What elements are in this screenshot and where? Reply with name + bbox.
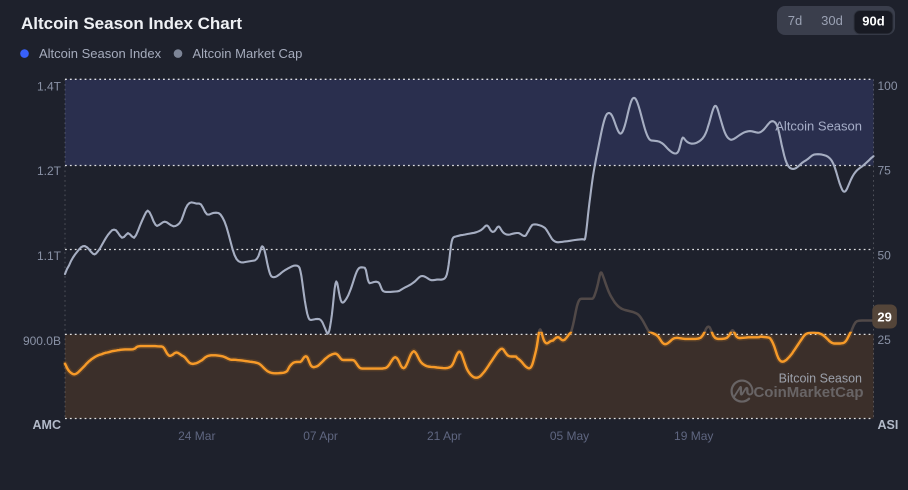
- svg-text:07 Apr: 07 Apr: [303, 429, 338, 443]
- svg-text:05 May: 05 May: [550, 429, 589, 443]
- svg-text:Altcoin Season Index: Altcoin Season Index: [39, 46, 162, 61]
- svg-text:24 Mar: 24 Mar: [178, 429, 215, 443]
- svg-text:900.0B: 900.0B: [23, 334, 61, 348]
- svg-text:75: 75: [878, 164, 892, 178]
- svg-text:AMC: AMC: [33, 418, 61, 432]
- svg-text:Altcoin Season Index Chart: Altcoin Season Index Chart: [21, 14, 242, 33]
- svg-text:25: 25: [878, 333, 892, 347]
- svg-text:19 May: 19 May: [674, 429, 713, 443]
- svg-text:1.1T: 1.1T: [37, 249, 62, 263]
- svg-text:ASI: ASI: [878, 418, 899, 432]
- svg-text:7d: 7d: [788, 13, 802, 28]
- svg-text:30d: 30d: [821, 13, 843, 28]
- svg-text:50: 50: [878, 249, 892, 263]
- svg-text:90d: 90d: [862, 14, 884, 29]
- svg-text:100: 100: [878, 79, 898, 93]
- svg-text:21 Apr: 21 Apr: [427, 429, 462, 443]
- svg-text:29: 29: [877, 310, 891, 325]
- svg-text:Altcoin Season: Altcoin Season: [775, 119, 862, 134]
- svg-text:Altcoin Market Cap: Altcoin Market Cap: [193, 46, 303, 61]
- svg-text:Bitcoin Season: Bitcoin Season: [779, 372, 862, 386]
- svg-text:CoinMarketCap: CoinMarketCap: [753, 384, 863, 401]
- svg-text:1.2T: 1.2T: [37, 164, 62, 178]
- svg-text:1.4T: 1.4T: [37, 80, 62, 94]
